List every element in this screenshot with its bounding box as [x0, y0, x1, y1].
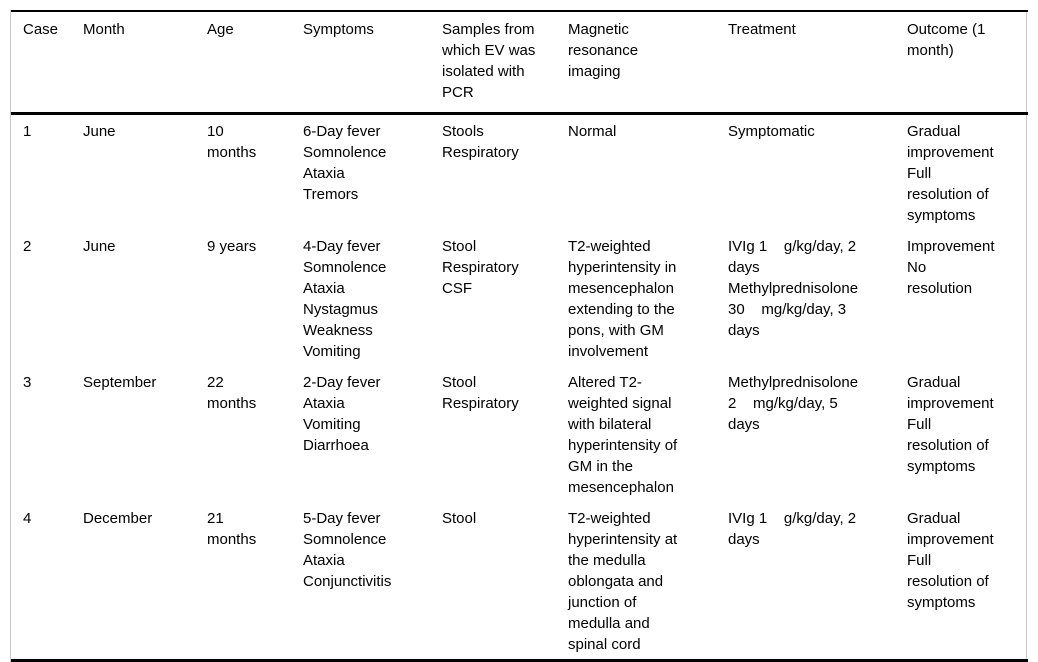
treatment-list: IVIg 1 g/kg/day, 2 days Methylprednisolo… [728, 238, 859, 339]
cell-mri: Altered T2-weighted signal with bilatera… [568, 366, 728, 502]
cell-treatment: Methylprednisolone 2 mg/kg/day, 5 days [728, 366, 907, 502]
cell-outcome: Improvement No resolution [907, 230, 1028, 366]
column-header-label: Samples from which EV was isolated with … [442, 21, 536, 101]
case-number: 3 [23, 374, 32, 391]
cell-treatment: IVIg 1 g/kg/day, 2 days Methylprednisolo… [728, 230, 907, 366]
case-number: 4 [23, 510, 32, 527]
symptoms-list: 6-Day fever Somnolence Ataxia Tremors [303, 123, 387, 203]
cell-mri: T2-weighted hyperintensity at the medull… [568, 502, 728, 661]
samples-list: Stool [442, 510, 477, 527]
cell-age: 22 months [207, 366, 303, 502]
cell-case: 4 [11, 502, 83, 661]
column-header-mri: Magnetic resonance imaging [568, 11, 728, 114]
treatment-list: Methylprednisolone 2 mg/kg/day, 5 days [728, 374, 859, 433]
mri-finding: Normal [568, 123, 617, 140]
column-header-label: Age [207, 21, 234, 38]
cell-samples: Stool [442, 502, 568, 661]
age-value: 10 months [207, 123, 257, 161]
column-header-samples: Samples from which EV was isolated with … [442, 11, 568, 114]
samples-list: Stool Respiratory CSF [442, 238, 519, 297]
table-row-case-3: 3 September 22 months 2-Day fever Ataxia… [11, 366, 1028, 502]
column-header-symptoms: Symptoms [303, 11, 442, 114]
header-row: Case Month Age Symptoms Samples from whi… [11, 11, 1028, 114]
cell-samples: Stool Respiratory [442, 366, 568, 502]
cell-case: 3 [11, 366, 83, 502]
cell-symptoms: 5-Day fever Somnolence Ataxia Conjunctiv… [303, 502, 442, 661]
page: { "table": { "columns": [ { "label": "Ca… [0, 10, 1038, 662]
column-header-label: Case [23, 21, 59, 38]
age-value: 22 months [207, 374, 257, 412]
cell-outcome: Gradual improvement Full resolution of s… [907, 114, 1028, 231]
cell-treatment: IVIg 1 g/kg/day, 2 days [728, 502, 907, 661]
column-header-case: Case [11, 11, 83, 114]
symptoms-list: 2-Day fever Ataxia Vomiting Diarrhoea [303, 374, 381, 454]
cell-mri: T2-weighted hyperintensity in mesencepha… [568, 230, 728, 366]
column-header-label: Treatment [728, 21, 796, 38]
cell-age: 10 months [207, 114, 303, 231]
outcome-list: Gradual improvement Full resolution of s… [907, 510, 994, 611]
column-header-age: Age [207, 11, 303, 114]
outcome-list: Gradual improvement Full resolution of s… [907, 123, 994, 224]
age-value: 21 months [207, 510, 257, 548]
age-value: 9 years [207, 238, 257, 255]
column-header-label: Magnetic resonance imaging [568, 21, 639, 80]
month-value: September [83, 374, 157, 391]
column-header-label: Outcome (1 month) [907, 21, 986, 59]
mri-finding: Altered T2-weighted signal with bilatera… [568, 374, 678, 496]
symptoms-list: 4-Day fever Somnolence Ataxia Nystagmus … [303, 238, 387, 360]
table-row-case-2: 2 June 9 years 4-Day fever Somnolence At… [11, 230, 1028, 366]
column-header-label: Symptoms [303, 21, 374, 38]
month-value: December [83, 510, 153, 527]
case-table: Case Month Age Symptoms Samples from whi… [11, 10, 1028, 662]
mri-finding: T2-weighted hyperintensity in mesencepha… [568, 238, 677, 360]
outcome-list: Improvement No resolution [907, 238, 995, 297]
cell-month: December [83, 502, 207, 661]
cell-outcome: Gradual improvement Full resolution of s… [907, 502, 1028, 661]
cell-month: June [83, 114, 207, 231]
samples-list: Stools Respiratory [442, 123, 519, 161]
cell-outcome: Gradual improvement Full resolution of s… [907, 366, 1028, 502]
case-number: 2 [23, 238, 32, 255]
cell-symptoms: 4-Day fever Somnolence Ataxia Nystagmus … [303, 230, 442, 366]
treatment-list: IVIg 1 g/kg/day, 2 days [728, 510, 857, 548]
cell-samples: Stools Respiratory [442, 114, 568, 231]
column-header-label: Month [83, 21, 125, 38]
samples-list: Stool Respiratory [442, 374, 519, 412]
symptoms-list: 5-Day fever Somnolence Ataxia Conjunctiv… [303, 510, 392, 590]
case-table-container: Case Month Age Symptoms Samples from whi… [10, 10, 1028, 662]
cell-case: 2 [11, 230, 83, 366]
column-header-month: Month [83, 11, 207, 114]
cell-symptoms: 2-Day fever Ataxia Vomiting Diarrhoea [303, 366, 442, 502]
table-row-case-1: 1 June 10 months 6-Day fever Somnolence … [11, 114, 1028, 231]
month-value: June [83, 238, 116, 255]
outcome-list: Gradual improvement Full resolution of s… [907, 374, 994, 475]
cell-mri: Normal [568, 114, 728, 231]
treatment-list: Symptomatic [728, 123, 815, 140]
cell-age: 21 months [207, 502, 303, 661]
cell-case: 1 [11, 114, 83, 231]
cell-samples: Stool Respiratory CSF [442, 230, 568, 366]
column-header-outcome: Outcome (1 month) [907, 11, 1028, 114]
cell-symptoms: 6-Day fever Somnolence Ataxia Tremors [303, 114, 442, 231]
case-number: 1 [23, 123, 32, 140]
month-value: June [83, 123, 116, 140]
cell-age: 9 years [207, 230, 303, 366]
column-header-treatment: Treatment [728, 11, 907, 114]
cell-month: June [83, 230, 207, 366]
cell-month: September [83, 366, 207, 502]
table-row-case-4: 4 December 21 months 5-Day fever Somnole… [11, 502, 1028, 661]
cell-treatment: Symptomatic [728, 114, 907, 231]
mri-finding: T2-weighted hyperintensity at the medull… [568, 510, 678, 653]
